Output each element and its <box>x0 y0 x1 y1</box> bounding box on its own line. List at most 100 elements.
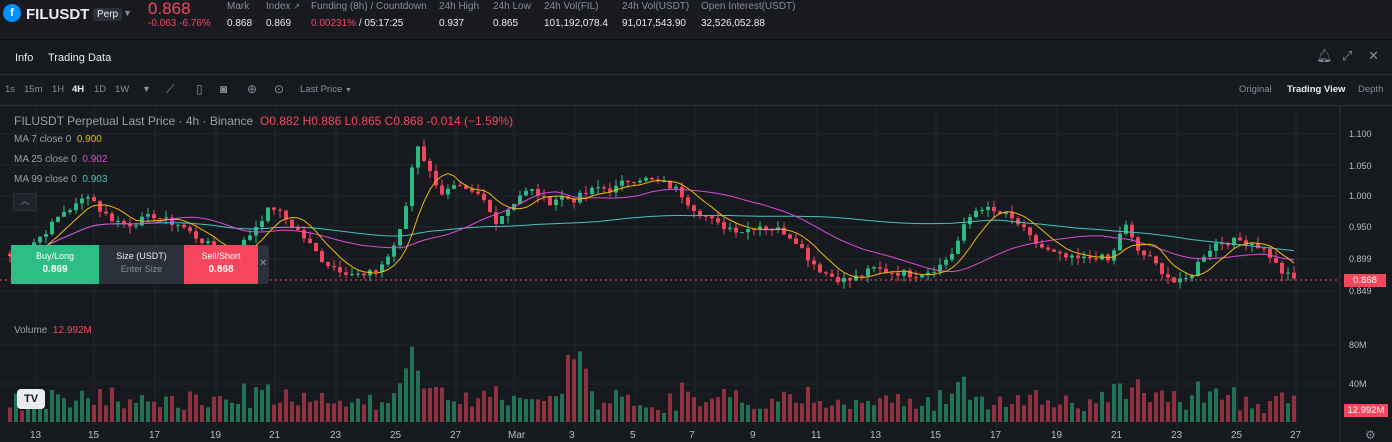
volume-bar <box>1214 388 1218 422</box>
perp-badge: Perp <box>93 8 123 21</box>
time-axis-label: 27 <box>450 430 462 441</box>
volume-bar <box>650 407 654 422</box>
volume-bar <box>86 398 90 422</box>
volume-bar <box>1034 390 1038 422</box>
candle-body <box>350 273 354 275</box>
volume-axis-label: 40M <box>1349 379 1367 389</box>
tf-1h[interactable]: 1H <box>52 84 65 95</box>
stat-mark-label[interactable]: Mark <box>227 1 250 12</box>
candle-body <box>1202 256 1206 262</box>
time-axis-label: 25 <box>390 430 402 441</box>
candle-body <box>200 238 204 244</box>
size-input[interactable]: Size (USDT) Enter Size <box>99 245 184 284</box>
chevron-down-icon[interactable]: ▼ <box>142 84 151 94</box>
candle-body <box>434 170 438 186</box>
stat-index-label[interactable]: Index ↗ <box>266 1 300 12</box>
price-chart[interactable] <box>0 106 1392 442</box>
tf-4h[interactable]: 4H <box>72 84 85 95</box>
candle-type-icon[interactable]: ▯ <box>196 82 203 96</box>
close-icon[interactable]: ✕ <box>259 258 268 269</box>
tf-1w[interactable]: 1W <box>115 84 130 95</box>
expand-icon[interactable]: ⤢ <box>1342 48 1353 63</box>
chart-legend-title: FILUSDT Perpetual Last Price · 4h · Bina… <box>14 114 513 128</box>
volume-bar <box>560 393 564 422</box>
close-icon[interactable]: ✕ <box>1368 48 1379 63</box>
volume-bar <box>68 407 72 422</box>
crosshair-icon[interactable]: ⊕ <box>247 82 258 96</box>
candle-body <box>260 221 264 227</box>
volume-bar <box>56 394 60 422</box>
candle-body <box>1118 233 1122 251</box>
volume-bar <box>482 390 486 422</box>
volume-bar <box>386 403 390 422</box>
chevron-down-icon[interactable]: ▼ <box>123 8 132 18</box>
volume-bar <box>686 391 690 422</box>
candle-body <box>68 210 72 213</box>
buy-long-button[interactable]: Buy/Long 0.869 <box>11 245 99 284</box>
view-original[interactable]: Original <box>1239 84 1272 95</box>
view-depth[interactable]: Depth <box>1358 84 1384 95</box>
tf-1s[interactable]: 1s <box>5 84 16 95</box>
candle-body <box>1268 248 1272 259</box>
candle-body <box>1052 249 1056 252</box>
volume-bar <box>1274 395 1278 422</box>
candle-body <box>272 207 276 210</box>
play-icon[interactable]: ⊙ <box>274 82 285 96</box>
ma25-legend[interactable]: MA 25 close 0 0.902 <box>14 154 107 165</box>
collapse-legend-button[interactable]: ︿ <box>13 193 37 211</box>
candle-body <box>1280 262 1284 274</box>
volume-bar <box>398 383 402 422</box>
settings-icon[interactable]: ⚙ <box>1365 428 1376 442</box>
camera-icon[interactable]: ◙ <box>220 82 228 96</box>
price-type-select[interactable]: Last Price ▼ <box>300 84 352 95</box>
stat-index-label-text: Index <box>266 1 291 12</box>
sell-short-button[interactable]: Sell/Short 0.868 <box>184 245 258 284</box>
candle-body <box>296 226 300 230</box>
sell-label: Sell/Short <box>201 251 241 261</box>
candle-body <box>1220 243 1224 245</box>
candle-body <box>800 243 804 248</box>
stat-oi-label[interactable]: Open Interest(USDT) <box>701 1 796 12</box>
volume-bar <box>1250 408 1254 422</box>
sell-price: 0.868 <box>208 264 234 275</box>
volume-bar <box>176 407 180 422</box>
stat-funding-label[interactable]: Funding (8h) / Countdown <box>311 1 427 12</box>
ma99-legend[interactable]: MA 99 close 0 0.903 <box>14 174 107 185</box>
candle-body <box>1094 258 1098 260</box>
candle-body <box>488 199 492 213</box>
volume-bar <box>932 410 936 422</box>
ma7-legend[interactable]: MA 7 close 0 0.900 <box>14 134 102 145</box>
candle-body <box>248 235 252 240</box>
ticker-header: f FILUSDT Perp ▼ 0.868 -0.063 -6.76% Mar… <box>0 0 1392 40</box>
ma99-label: MA 99 close 0 <box>14 174 77 185</box>
candle-body <box>92 197 96 202</box>
tab-trading-data[interactable]: Trading Data <box>48 52 112 64</box>
volume-bar <box>938 390 942 422</box>
candle-body <box>56 216 60 222</box>
time-axis-label: 21 <box>1111 430 1123 441</box>
indicator-icon[interactable]: ⟋ <box>166 82 175 96</box>
volume-bar <box>206 407 210 422</box>
candle-body <box>284 210 288 220</box>
candle-body <box>44 234 48 237</box>
volume-bar <box>1220 399 1224 422</box>
candle-body <box>1262 248 1266 250</box>
candle-body <box>1226 243 1230 246</box>
volume-bar <box>470 406 474 422</box>
candle-body <box>524 190 528 196</box>
candle-body <box>1130 224 1134 238</box>
volume-bar <box>8 407 12 422</box>
volume-bar <box>980 396 984 422</box>
tf-1d[interactable]: 1D <box>94 84 107 95</box>
tradingview-logo[interactable]: TV <box>17 389 45 409</box>
symbol-name[interactable]: FILUSDT <box>26 6 90 23</box>
volume-bar <box>638 405 642 422</box>
tf-15m[interactable]: 15m <box>24 84 43 95</box>
volume-bar <box>1016 394 1020 422</box>
view-trading-view[interactable]: Trading View <box>1287 84 1346 95</box>
volume-bar <box>1046 400 1050 422</box>
chevron-down-icon: ▼ <box>344 87 352 94</box>
bell-icon[interactable]: 🔔︎ <box>1316 48 1333 63</box>
tab-info[interactable]: Info <box>15 52 34 64</box>
funding-rate: 0.00231% <box>311 18 357 29</box>
